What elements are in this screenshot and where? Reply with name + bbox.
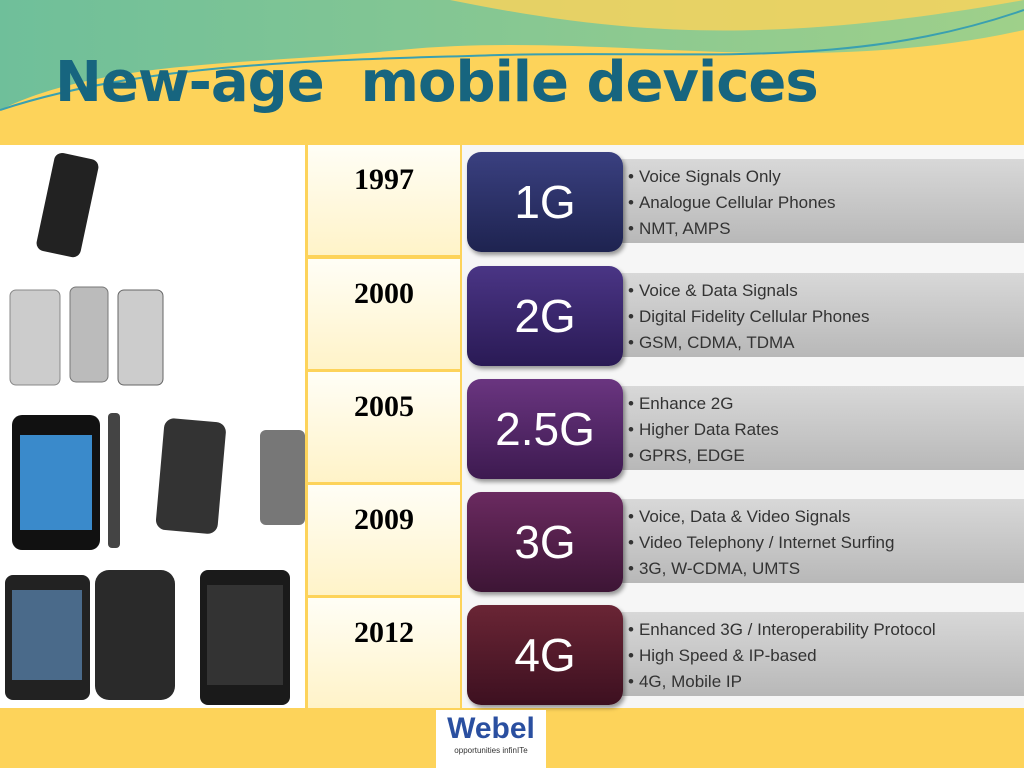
bullet-list: Enhanced 3G / Interoperability ProtocolH…: [628, 617, 936, 695]
year-cell: 2009: [308, 485, 460, 595]
generation-badge: 1G: [467, 152, 623, 252]
phones: [5, 153, 305, 705]
logo: Webel opportunities infinITe: [436, 710, 546, 768]
bullet: 4G, Mobile IP: [628, 669, 936, 695]
phone-photos: [0, 145, 305, 708]
generation-badge: 2G: [467, 266, 623, 366]
bullet: NMT, AMPS: [628, 216, 836, 242]
generation-badge: 2.5G: [467, 379, 623, 479]
logo-tagline: opportunities infinITe: [454, 746, 528, 755]
bullet: Higher Data Rates: [628, 417, 779, 443]
generation-badge: 3G: [467, 492, 623, 592]
bullet-list: Voice, Data & Video SignalsVideo Telepho…: [628, 504, 895, 582]
logo-name: Webel: [447, 712, 535, 745]
year-cell: 1997: [308, 145, 460, 255]
bullet-list: Enhance 2GHigher Data RatesGPRS, EDGE: [628, 391, 779, 469]
bullet: Voice Signals Only: [628, 164, 836, 190]
header-wave: [0, 0, 1024, 111]
bullet: High Speed & IP-based: [628, 643, 936, 669]
bullet: Enhance 2G: [628, 391, 779, 417]
year-cell: 2000: [308, 259, 460, 369]
bullet: Enhanced 3G / Interoperability Protocol: [628, 617, 936, 643]
slide-title: New-age mobile devices: [55, 50, 819, 115]
bullet: GPRS, EDGE: [628, 443, 779, 469]
bullet-list: Voice & Data SignalsDigital Fidelity Cel…: [628, 278, 870, 356]
bullet-list: Voice Signals OnlyAnalogue Cellular Phon…: [628, 164, 836, 242]
bullet: Voice, Data & Video Signals: [628, 504, 894, 530]
generation-badge: 4G: [467, 605, 623, 705]
bullet: Analogue Cellular Phones: [628, 190, 836, 216]
bullet: Voice & Data Signals: [628, 278, 870, 304]
year-cell: 2005: [308, 372, 460, 482]
bullet: Video Telephony / Internet Surfing: [628, 530, 895, 556]
bullet: 3G, W-CDMA, UMTS: [628, 556, 894, 582]
bullet: Digital Fidelity Cellular Phones: [628, 304, 870, 330]
bullet: GSM, CDMA, TDMA: [628, 330, 870, 356]
year-cell: 2012: [308, 598, 460, 708]
